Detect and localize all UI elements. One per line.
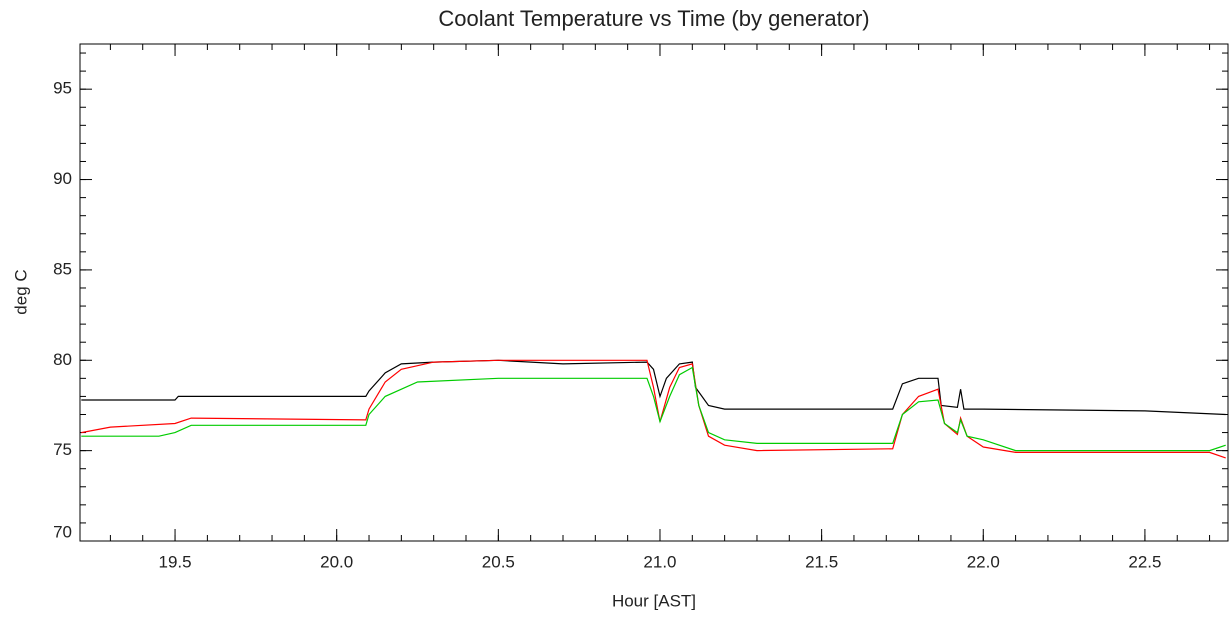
data-line	[81, 359, 1226, 459]
y-tick-label: 85	[53, 259, 72, 278]
plot-frame	[79, 43, 1229, 542]
x-tick-label: 20.5	[482, 552, 515, 571]
data-line	[81, 359, 1226, 416]
y-tick-label: 90	[53, 169, 72, 188]
x-tick-label: 21.0	[643, 552, 676, 571]
x-tick-label: 22.5	[1128, 552, 1161, 571]
data-line	[81, 366, 1226, 452]
y-tick-label: 70	[53, 522, 72, 541]
x-tick-label: 19.5	[159, 552, 192, 571]
y-axis-label: deg C	[11, 269, 30, 314]
y-tick-label: 75	[53, 440, 72, 459]
x-tick-label: 20.0	[320, 552, 353, 571]
x-tick-label: 21.5	[805, 552, 838, 571]
x-tick-label: 22.0	[967, 552, 1000, 571]
chart-title: Coolant Temperature vs Time (by generato…	[438, 6, 869, 31]
y-tick-label: 95	[53, 79, 72, 98]
y-tick-label: 80	[53, 350, 72, 369]
x-axis-label: Hour [AST]	[612, 591, 696, 610]
